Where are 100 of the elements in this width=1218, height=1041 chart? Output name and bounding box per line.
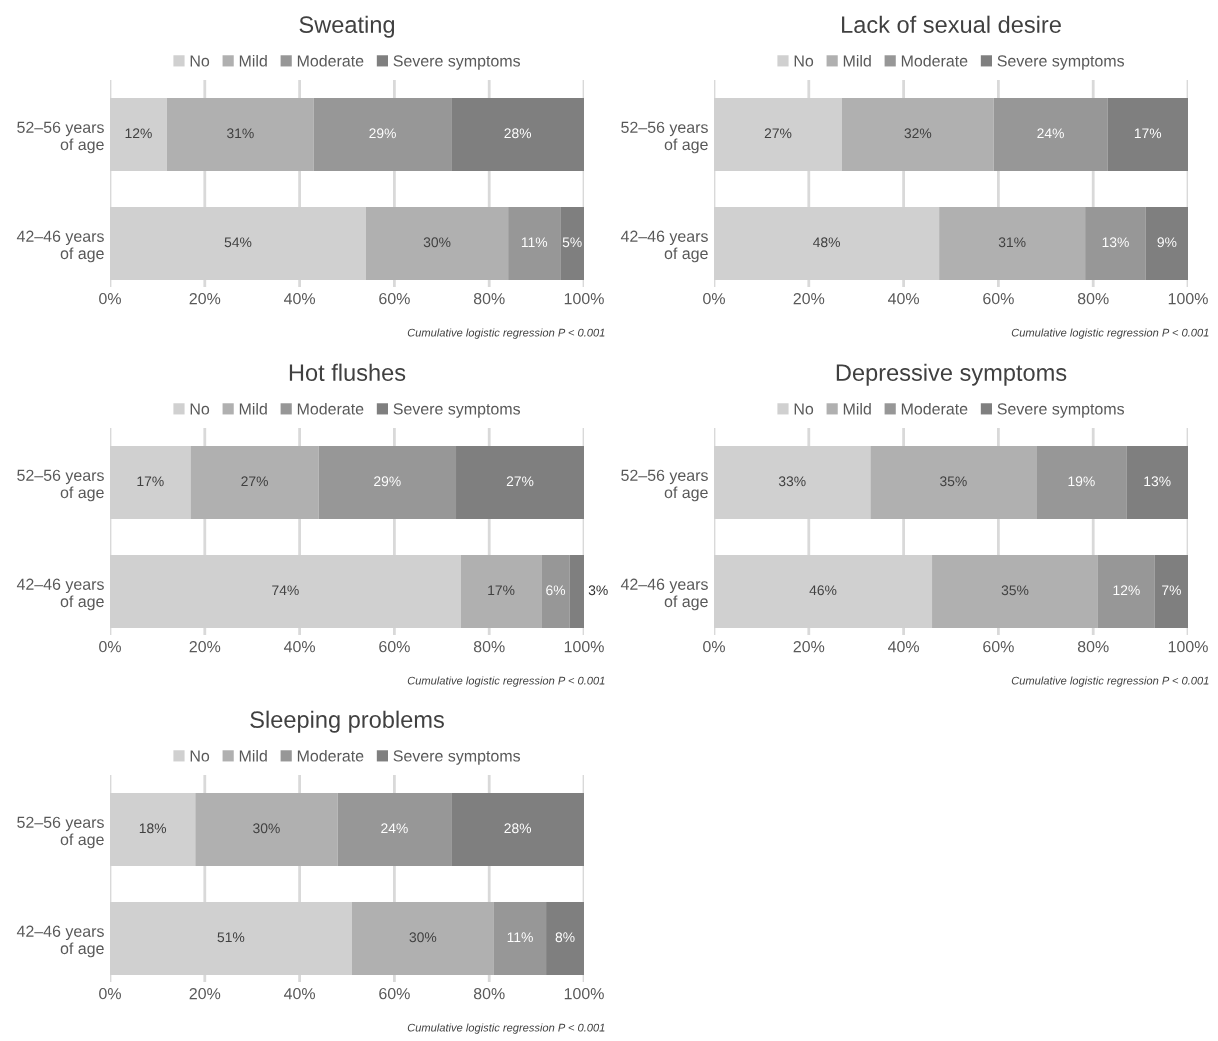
x-tick-label: 40% [887,292,920,305]
text: Cumulative logistic regression P < 0.001 [407,676,605,687]
data-label: 8% [555,932,575,943]
y-tick-label: 42–46 years of age [16,925,104,958]
y-tick-label: 42–46 years of age [16,578,104,611]
bar [1126,445,1188,519]
x-tick-label: 60% [983,292,1014,305]
data-label: 54% [224,237,252,248]
x-tick-label: 0% [99,987,121,1000]
data-label: 35% [940,476,967,487]
y-tick-label: 42–46 years of age [620,578,708,611]
x-tick-label: 60% [983,640,1014,653]
x-tick-label: 0% [703,640,725,653]
bar [1107,97,1188,171]
y-tick-label: 52–56 years of age [17,816,104,849]
data-label: 6% [546,585,566,596]
data-label: 29% [374,476,401,487]
bar [841,97,994,171]
x-tick-label: 20% [793,292,825,305]
legend-label: Severe symptoms [997,403,1125,418]
x-tick-label: 100% [564,987,604,1000]
bar [546,901,584,975]
data-label: 9% [1157,237,1177,248]
legend-label: Severe symptoms [393,55,521,70]
bar [508,206,561,280]
legend-label: No [190,403,210,415]
data-label: 7% [1162,585,1181,596]
y-tick-label: 42–46 years of age [16,230,104,263]
bar [569,554,584,628]
text: Cumulative logistic regression P < 0.001 [1011,328,1209,339]
legend-label: Mild [843,54,871,67]
x-tick-label: 60% [379,640,410,653]
x-tick-label: 40% [283,292,316,305]
x-tick-label: 40% [887,640,920,653]
legend-label: Mild [239,402,267,415]
bar [560,206,584,280]
data-label: 32% [904,128,932,139]
bar [190,445,319,519]
x-tick-label: 20% [189,987,221,1000]
x-tick-label: 40% [283,987,316,1000]
bar [541,554,570,628]
data-label: 5% [562,237,582,248]
data-label: 48% [813,237,840,248]
data-label: 31% [998,237,1026,248]
text: Cumulative logistic regression P < 0.001 [407,1023,605,1034]
x-tick-label: 0% [703,292,725,305]
bar [1097,554,1155,628]
y-tick-label: 42–46 years of age [620,230,708,263]
x-tick-label: 80% [1077,640,1109,653]
legend-label: Moderate [297,749,364,762]
x-tick-label: 20% [793,640,825,653]
data-label: 17% [488,585,515,596]
data-label: 13% [1102,237,1129,248]
data-label: 28% [504,128,532,139]
data-label: 27% [241,476,268,487]
bar [351,901,494,975]
bar [493,901,547,975]
x-tick-label: 100% [564,640,604,653]
legend-label: Severe symptoms [393,750,521,765]
bar [451,792,584,866]
x-tick-label: 0% [99,292,121,305]
bar [993,97,1108,171]
chart-title: Sweating [299,15,395,38]
bar [1085,206,1146,280]
y-tick-label: 52–56 years of age [621,121,708,154]
data-label: 12% [125,128,152,139]
data-label: 17% [1134,128,1162,139]
x-tick-label: 100% [564,292,604,305]
text: Cumulative logistic regression P < 0.001 [1011,676,1209,687]
chart-title: Hot flushes [289,363,406,382]
bar [456,445,584,519]
legend-label: Severe symptoms [393,403,521,418]
chart-title: Sleeping problems [250,710,444,733]
x-tick-label: 60% [379,987,410,1000]
data-label: 19% [1068,476,1095,487]
data-label: 46% [809,585,837,596]
x-tick-label: 40% [283,640,316,653]
data-label: 18% [139,823,167,834]
data-label: 29% [369,128,396,139]
data-label: 30% [423,237,451,248]
data-label: 13% [1144,476,1171,487]
bar [1145,206,1188,280]
data-label: 27% [506,476,534,487]
data-label: 17% [137,476,164,487]
x-tick-label: 0% [99,640,121,653]
x-tick-label: 20% [189,292,221,305]
legend-label: Mild [843,402,871,415]
x-tick-label: 80% [473,640,505,653]
bar [939,206,1086,280]
data-label: 12% [1113,585,1140,596]
bar [870,445,1037,519]
bar [318,445,457,519]
bar [195,792,338,866]
data-label: 11% [521,237,548,248]
y-tick-label: 52–56 years of age [621,469,708,502]
bar [1154,554,1188,628]
data-label: 27% [764,128,792,139]
bar [451,97,584,171]
data-label: 74% [272,585,299,596]
data-label: 33% [778,476,806,487]
